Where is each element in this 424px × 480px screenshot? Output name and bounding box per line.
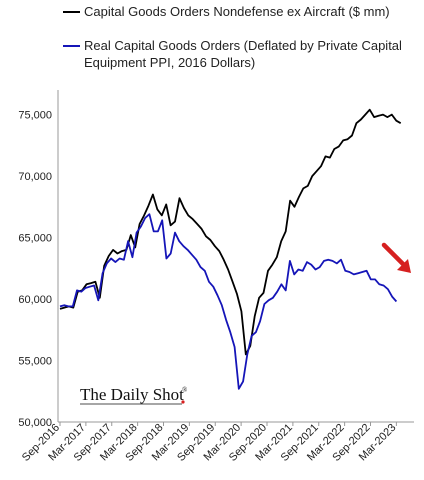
series-line-nominal (59, 108, 402, 356)
watermark-logo: The Daily Shot ® (80, 385, 188, 405)
y-tick-label: 65,000 (18, 233, 52, 245)
y-tick-label: 75,000 (18, 110, 52, 122)
watermark-registered-mark: ® (182, 386, 188, 394)
watermark-text: The Daily Shot (80, 385, 184, 404)
series-line-real (59, 213, 398, 390)
down-arrow-annotation (381, 242, 411, 273)
y-tick-label: 60,000 (18, 294, 52, 306)
x-axis-ticks: Sep-2016Mar-2017Sep-2017Mar-2018Sep-2018… (20, 422, 399, 464)
arrow-head (397, 259, 411, 273)
legend: Capital Goods Orders Nondefense ex Aircr… (63, 4, 406, 70)
y-tick-label: 70,000 (18, 171, 52, 183)
watermark-red-dot (181, 400, 185, 404)
y-tick-label: 55,000 (18, 356, 52, 368)
legend-label-real: Real Capital Goods Orders (Deflated by P… (84, 38, 406, 70)
legend-label-real-line1: Real Capital Goods Orders (Deflated by P… (84, 38, 402, 53)
series-layer (59, 108, 402, 390)
legend-label-nominal: Capital Goods Orders Nondefense ex Aircr… (84, 4, 390, 19)
legend-label-real-line2: Equipment PPI, 2016 Dollars) (84, 55, 255, 70)
y-tick-label: 50,000 (18, 417, 52, 429)
y-axis-ticks: 50,000 55,000 60,000 65,000 70,000 75,000 (18, 110, 52, 429)
arrow-shaft (381, 242, 406, 267)
